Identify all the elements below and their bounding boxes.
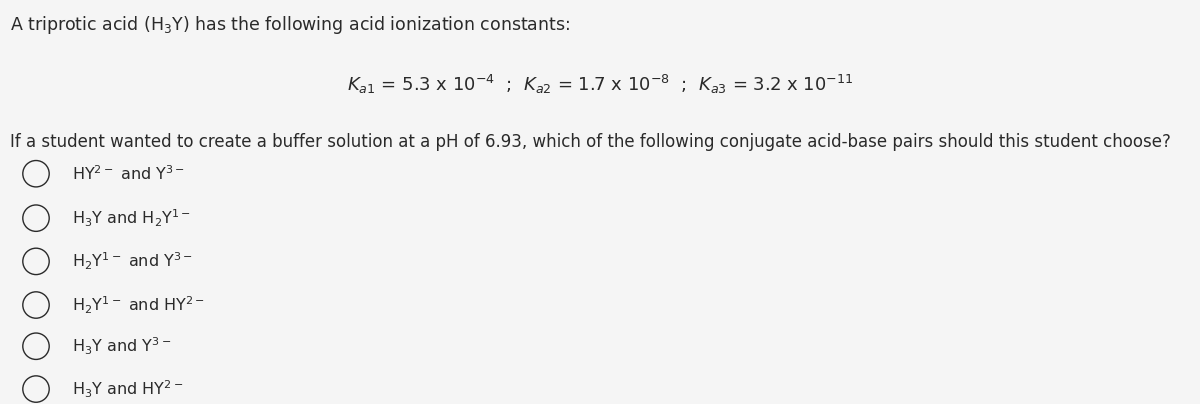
Text: A triprotic acid (H$_3$Y) has the following acid ionization constants:: A triprotic acid (H$_3$Y) has the follow… — [10, 14, 570, 36]
Text: H$_2$Y$^{1-}$ and Y$^{3-}$: H$_2$Y$^{1-}$ and Y$^{3-}$ — [72, 251, 193, 272]
Text: $\mathit{K}_{a1}$ = 5.3 x 10$^{-4}$  ;  $\mathit{K}_{a2}$ = 1.7 x 10$^{-8}$  ;  : $\mathit{K}_{a1}$ = 5.3 x 10$^{-4}$ ; $\… — [347, 73, 853, 96]
Text: H$_2$Y$^{1-}$ and HY$^{2-}$: H$_2$Y$^{1-}$ and HY$^{2-}$ — [72, 295, 205, 316]
Text: H$_3$Y and Y$^{3-}$: H$_3$Y and Y$^{3-}$ — [72, 336, 172, 357]
Text: If a student wanted to create a buffer solution at a pH of 6.93, which of the fo: If a student wanted to create a buffer s… — [10, 133, 1170, 152]
Text: H$_3$Y and HY$^{2-}$: H$_3$Y and HY$^{2-}$ — [72, 379, 184, 400]
Text: HY$^{2-}$ and Y$^{3-}$: HY$^{2-}$ and Y$^{3-}$ — [72, 164, 185, 183]
Text: H$_3$Y and H$_2$Y$^{1-}$: H$_3$Y and H$_2$Y$^{1-}$ — [72, 208, 191, 229]
